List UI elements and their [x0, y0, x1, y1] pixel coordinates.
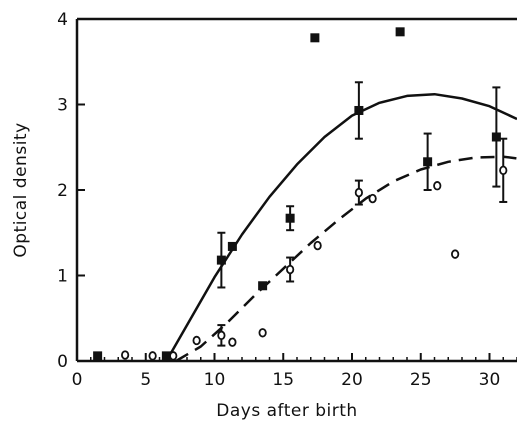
square-marker: [258, 281, 268, 291]
square-marker: [491, 132, 501, 142]
x-tick-label: 15: [272, 370, 294, 390]
fit-curve-solid: [165, 92, 517, 362]
x-axis-label: Days after birth: [216, 401, 357, 421]
plot-frame: [75, 17, 517, 363]
circle-marker: [313, 240, 322, 251]
circle-marker: [228, 337, 237, 347]
square-marker: [216, 255, 226, 265]
square-marker: [423, 157, 433, 167]
data-markers: [93, 27, 508, 361]
circle-marker: [368, 193, 377, 204]
x-tick-label: 10: [204, 370, 226, 390]
square-marker: [93, 351, 103, 361]
x-axis-ticks: 0 5 10 15 20 25 30: [72, 353, 517, 390]
circle-marker: [121, 350, 130, 360]
x-tick-label: 25: [410, 370, 432, 390]
y-axis-ticks: 0 1 2 3 4: [57, 10, 85, 372]
circle-marker: [192, 335, 201, 346]
y-tick-label: 2: [57, 181, 68, 201]
circle-marker: [258, 328, 267, 338]
x-tick-label: 30: [479, 370, 501, 390]
circle-marker: [354, 187, 363, 198]
square-marker: [161, 351, 171, 361]
y-tick-label: 1: [57, 267, 68, 287]
circle-marker: [169, 351, 178, 361]
circle-marker: [433, 181, 442, 191]
y-tick-label: 3: [57, 96, 68, 116]
circle-marker: [217, 330, 226, 341]
circle-marker: [148, 351, 157, 361]
square-marker: [227, 241, 237, 251]
square-marker: [285, 213, 295, 223]
x-tick-label: 5: [140, 370, 151, 390]
y-tick-label: 4: [57, 10, 68, 30]
y-tick-label: 0: [57, 352, 68, 372]
error-bars: [217, 81, 508, 347]
circle-marker: [499, 165, 508, 176]
y-axis-label: Optical density: [11, 122, 31, 257]
fit-curve-dashed: [175, 155, 517, 363]
square-marker: [395, 27, 405, 37]
circle-marker: [451, 249, 460, 259]
square-marker: [310, 33, 320, 43]
circle-marker: [286, 264, 295, 275]
fit-curves: [165, 92, 517, 363]
square-marker: [354, 105, 364, 115]
x-tick-label: 20: [341, 370, 363, 390]
x-tick-label: 0: [72, 370, 83, 390]
